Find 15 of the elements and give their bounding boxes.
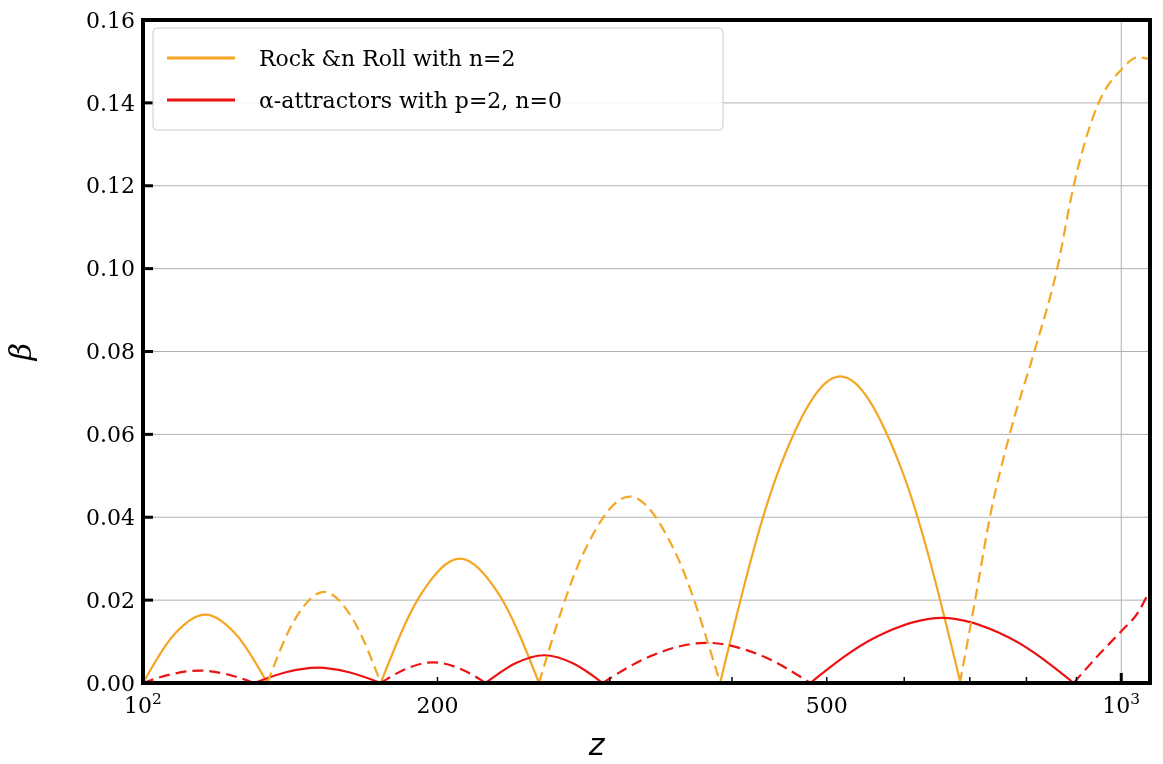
y-tick-label: 0.06	[86, 422, 135, 448]
x-tick-label: 10$^{3}$	[1102, 690, 1141, 718]
y-tick-label: 0.16	[86, 7, 135, 33]
x-tick-label: 500	[805, 693, 848, 718]
y-tick-label: 0.08	[86, 339, 135, 365]
y-tick-label: 0.04	[86, 504, 135, 530]
y-axis-title: β	[3, 342, 38, 362]
legend-label: Rock &n Roll with n=2	[259, 45, 516, 71]
x-axis-title: z	[587, 727, 606, 762]
y-tick-label: 0.12	[86, 173, 135, 199]
y-tick-label: 0.02	[86, 587, 135, 613]
y-tick-label: 0.14	[86, 90, 135, 116]
legend-label: α-attractors with p=2, n=0	[259, 87, 562, 113]
y-tick-label: 0.10	[86, 256, 135, 282]
x-tick-label: 200	[416, 693, 459, 718]
